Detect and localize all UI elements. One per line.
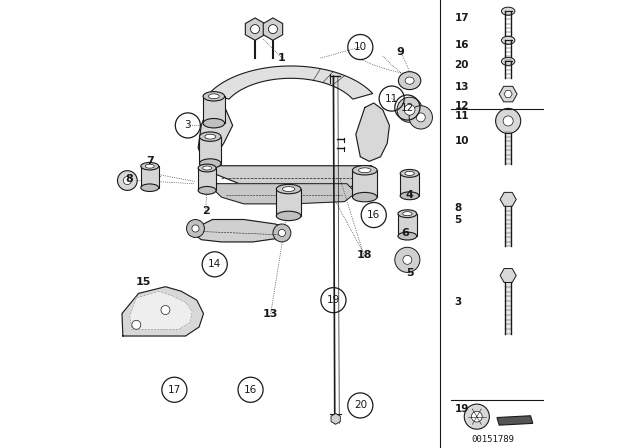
Ellipse shape — [398, 210, 417, 218]
Ellipse shape — [205, 134, 216, 139]
FancyBboxPatch shape — [353, 170, 377, 197]
FancyBboxPatch shape — [141, 166, 159, 188]
Ellipse shape — [203, 118, 225, 128]
Text: 15: 15 — [135, 277, 151, 287]
Ellipse shape — [353, 193, 377, 202]
Text: 16: 16 — [454, 40, 469, 50]
Ellipse shape — [353, 166, 377, 175]
Polygon shape — [215, 184, 356, 204]
Polygon shape — [497, 416, 533, 425]
Text: 6: 6 — [401, 228, 409, 238]
Text: 19: 19 — [454, 404, 468, 414]
Circle shape — [161, 306, 170, 314]
Ellipse shape — [400, 192, 419, 200]
Text: 00151789: 00151789 — [471, 435, 514, 444]
Ellipse shape — [398, 232, 417, 240]
Text: 17: 17 — [454, 13, 469, 23]
FancyBboxPatch shape — [200, 137, 221, 164]
Circle shape — [472, 411, 482, 422]
Text: 20: 20 — [454, 60, 469, 70]
FancyBboxPatch shape — [400, 173, 419, 196]
Circle shape — [124, 177, 131, 185]
Text: 11: 11 — [385, 94, 398, 103]
Circle shape — [495, 108, 521, 134]
Ellipse shape — [405, 77, 414, 84]
Circle shape — [416, 113, 426, 122]
Ellipse shape — [203, 166, 212, 170]
Circle shape — [273, 224, 291, 242]
Ellipse shape — [198, 164, 216, 172]
Text: 3: 3 — [454, 297, 461, 307]
Polygon shape — [122, 287, 204, 336]
Ellipse shape — [358, 168, 371, 172]
Text: 17: 17 — [168, 385, 181, 395]
FancyBboxPatch shape — [198, 168, 216, 190]
FancyBboxPatch shape — [276, 189, 301, 216]
Polygon shape — [209, 66, 372, 99]
Polygon shape — [130, 291, 192, 329]
Ellipse shape — [403, 212, 412, 216]
Ellipse shape — [145, 164, 154, 168]
Text: 8: 8 — [125, 174, 134, 184]
Ellipse shape — [282, 187, 295, 191]
Text: 11: 11 — [454, 112, 469, 121]
FancyBboxPatch shape — [398, 214, 417, 236]
Circle shape — [404, 104, 415, 115]
Text: 8: 8 — [454, 203, 461, 213]
Circle shape — [269, 25, 278, 34]
Ellipse shape — [209, 94, 219, 99]
Circle shape — [395, 247, 420, 272]
Text: 18: 18 — [357, 250, 372, 260]
Text: 5: 5 — [406, 268, 413, 278]
Ellipse shape — [141, 163, 159, 170]
Ellipse shape — [200, 132, 221, 142]
Text: 12: 12 — [454, 101, 469, 111]
Text: 16: 16 — [367, 210, 380, 220]
Text: 10: 10 — [354, 42, 367, 52]
Text: 1: 1 — [278, 53, 286, 63]
Ellipse shape — [203, 92, 225, 101]
Text: 9: 9 — [397, 47, 404, 56]
Text: 19: 19 — [327, 295, 340, 305]
Text: 12: 12 — [401, 103, 414, 112]
Polygon shape — [194, 220, 289, 242]
Ellipse shape — [502, 7, 515, 15]
Polygon shape — [356, 103, 389, 161]
Text: 4: 4 — [406, 190, 413, 200]
Circle shape — [464, 404, 490, 429]
Circle shape — [251, 25, 260, 34]
Text: 7: 7 — [146, 156, 154, 166]
Text: 13: 13 — [454, 82, 469, 92]
Text: 20: 20 — [354, 401, 367, 410]
Circle shape — [278, 229, 285, 237]
Ellipse shape — [276, 211, 301, 221]
Polygon shape — [198, 103, 233, 161]
FancyBboxPatch shape — [203, 96, 225, 123]
Ellipse shape — [405, 171, 414, 176]
Ellipse shape — [141, 184, 159, 191]
Text: 13: 13 — [263, 309, 278, 319]
Text: 16: 16 — [244, 385, 257, 395]
Text: 3: 3 — [184, 121, 191, 130]
Ellipse shape — [502, 36, 515, 44]
Text: 10: 10 — [454, 136, 469, 146]
Circle shape — [186, 220, 204, 237]
Ellipse shape — [400, 169, 419, 177]
Ellipse shape — [398, 72, 421, 90]
Circle shape — [192, 225, 199, 232]
Circle shape — [132, 320, 141, 329]
Ellipse shape — [198, 186, 216, 194]
Ellipse shape — [502, 57, 515, 65]
Ellipse shape — [200, 159, 221, 168]
Text: 5: 5 — [454, 215, 461, 224]
Ellipse shape — [276, 185, 301, 194]
Circle shape — [403, 255, 412, 264]
Circle shape — [118, 171, 137, 190]
Polygon shape — [210, 166, 374, 190]
Text: 2: 2 — [202, 206, 210, 215]
Circle shape — [397, 97, 422, 122]
Text: 14: 14 — [208, 259, 221, 269]
Circle shape — [409, 106, 433, 129]
Circle shape — [503, 116, 513, 126]
